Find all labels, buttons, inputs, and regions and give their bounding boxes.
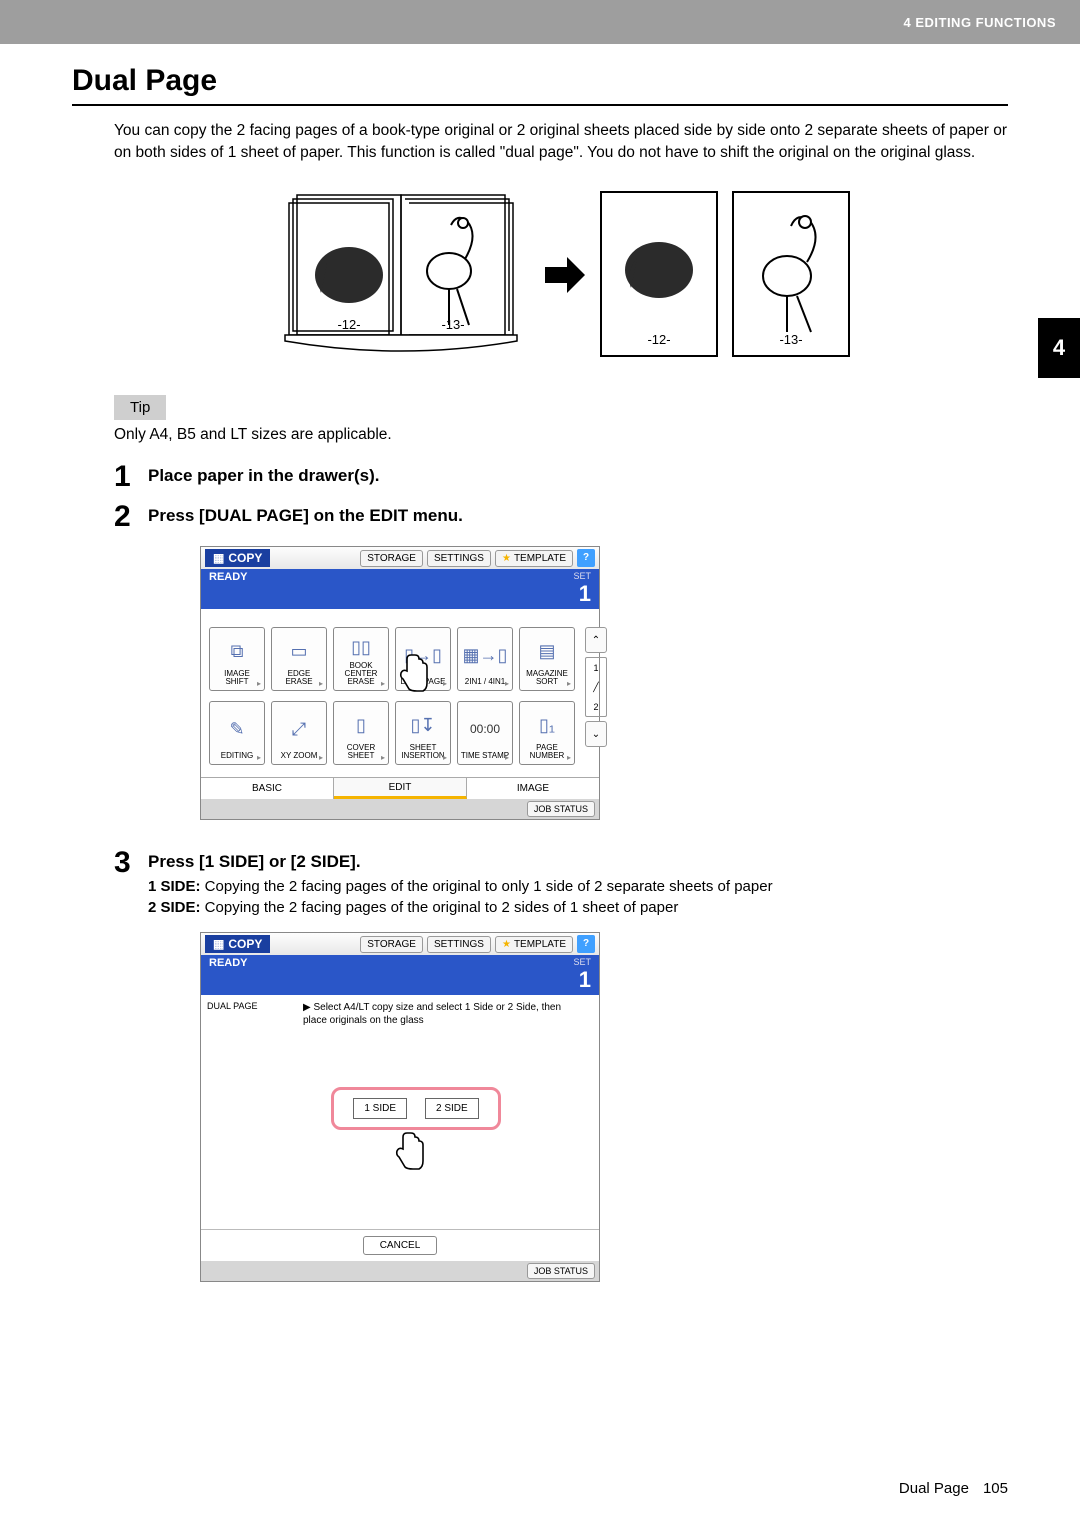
footer-page-number: 105 <box>983 1480 1008 1497</box>
screen-tabs: BASIC EDIT IMAGE <box>201 777 599 799</box>
tip-label: Tip <box>114 395 166 420</box>
tile-time-stamp[interactable]: 00:00TIME STAMP▸ <box>457 701 513 765</box>
job-status-button[interactable]: JOB STATUS <box>527 801 595 817</box>
storage-button[interactable]: STORAGE <box>360 550 423 567</box>
scroll-up-button[interactable]: ⌃ <box>585 627 607 653</box>
chapter-side-tab-number: 4 <box>1053 335 1065 361</box>
copy-mode-label: COPY <box>228 551 262 565</box>
status-bar: READY SET 1 <box>201 569 599 609</box>
tip-text: Only A4, B5 and LT sizes are applicable. <box>114 426 1008 444</box>
ready-label: READY <box>209 571 591 583</box>
tab-edit[interactable]: EDIT <box>334 778 467 799</box>
book-left-page-num: -12- <box>337 317 360 332</box>
count-value-2: 1 <box>579 967 591 993</box>
side-buttons-highlight: 1 SIDE 2 SIDE <box>331 1087 501 1130</box>
svg-text:-13-: -13- <box>779 332 802 347</box>
two-side-text: Copying the 2 facing pages of the origin… <box>201 899 679 916</box>
step-2-number: 2 <box>114 502 148 532</box>
page-footer: Dual Page 105 <box>899 1480 1008 1497</box>
tile-edge-erase[interactable]: ▭EDGE ERASE▸ <box>271 627 327 691</box>
copy-mode-label-2: COPY <box>228 937 262 951</box>
cancel-button[interactable]: CANCEL <box>363 1236 438 1255</box>
storage-button-2[interactable]: STORAGE <box>360 936 423 953</box>
dual-page-body: DUAL PAGE ▶ Select A4/LT copy size and s… <box>201 995 599 1229</box>
tile-image-shift[interactable]: ⧉IMAGE SHIFT▸ <box>209 627 265 691</box>
screen-top-bar: ▦ COPY STORAGE SETTINGS ★ TEMPLATE ? <box>201 547 599 569</box>
one-side-button[interactable]: 1 SIDE <box>353 1098 407 1119</box>
star-icon: ★ <box>502 939 511 950</box>
step-1-title: Place paper in the drawer(s). <box>148 462 1008 486</box>
section-intro: You can copy the 2 facing pages of a boo… <box>114 120 1008 163</box>
tab-image[interactable]: IMAGE <box>467 778 599 799</box>
star-icon: ★ <box>502 553 511 564</box>
copy-mode-badge-2: ▦ COPY <box>205 935 270 953</box>
dual-page-diagram: -12- -13- -12- -13- <box>114 185 1008 365</box>
copy-icon: ▦ <box>213 551 224 565</box>
edit-menu-body: ⧉IMAGE SHIFT▸ ▭EDGE ERASE▸ ▯▯BOOK CENTER… <box>201 609 599 777</box>
tile-cover-sheet[interactable]: ▯COVER SHEET▸ <box>333 701 389 765</box>
template-button-2[interactable]: ★ TEMPLATE <box>495 936 573 953</box>
one-side-text: Copying the 2 facing pages of the origin… <box>201 878 773 895</box>
output-sheet-2: -13- <box>731 190 851 360</box>
chapter-side-tab: 4 <box>1038 318 1080 378</box>
book-right-page-num: -13- <box>441 317 464 332</box>
tile-xy-zoom[interactable]: ⤢XY ZOOM▸ <box>271 701 327 765</box>
tile-magazine-sort[interactable]: ▤MAGAZINE SORT▸ <box>519 627 575 691</box>
one-side-label: 1 SIDE: <box>148 878 201 895</box>
settings-button[interactable]: SETTINGS <box>427 550 491 567</box>
arrow-right-icon <box>543 255 587 295</box>
cancel-row: CANCEL <box>201 1229 599 1261</box>
set-label-2: SET <box>573 957 591 967</box>
tile-dual-page[interactable]: ▯→▯DUAL PAGE▸ <box>395 627 451 691</box>
footer-section-name: Dual Page <box>899 1480 969 1497</box>
screen2-footer: JOB STATUS <box>201 1261 599 1281</box>
screenshot-dual-page-options: ▦ COPY STORAGE SETTINGS ★ TEMPLATE ? REA… <box>200 932 1008 1282</box>
open-book-icon: -12- -13- <box>271 185 531 365</box>
tab-basic[interactable]: BASIC <box>201 778 334 799</box>
screen-footer: JOB STATUS <box>201 799 599 819</box>
copy-mode-badge: ▦ COPY <box>205 549 270 567</box>
step-3-number: 3 <box>114 848 148 878</box>
output-sheet-1: -12- <box>599 190 719 360</box>
step-1: 1 Place paper in the drawer(s). <box>114 462 1008 492</box>
dual-page-instruction: ▶ Select A4/LT copy size and select 1 Si… <box>303 1001 587 1027</box>
svg-text:-12-: -12- <box>647 332 670 347</box>
dual-page-left-panel: DUAL PAGE <box>201 995 291 1229</box>
count-value: 1 <box>579 581 591 607</box>
step-1-number: 1 <box>114 462 148 492</box>
two-side-label: 2 SIDE: <box>148 899 201 916</box>
step-3-title: Press [1 SIDE] or [2 SIDE]. <box>148 848 1008 872</box>
copy-icon: ▦ <box>213 937 224 951</box>
help-button[interactable]: ? <box>577 549 595 567</box>
scroll-down-button[interactable]: ⌄ <box>585 721 607 747</box>
header-breadcrumb: 4 EDITING FUNCTIONS <box>903 15 1056 30</box>
tile-2in1-4in1[interactable]: ▦→▯2IN1 / 4IN1▸ <box>457 627 513 691</box>
tile-book-center-erase[interactable]: ▯▯BOOK CENTER ERASE▸ <box>333 627 389 691</box>
template-label: TEMPLATE <box>514 553 566 564</box>
template-button[interactable]: ★ TEMPLATE <box>495 550 573 567</box>
tile-page-number[interactable]: ▯₁PAGE NUMBER▸ <box>519 701 575 765</box>
dual-page-mode-label: DUAL PAGE <box>207 1001 258 1011</box>
ready-label-2: READY <box>209 957 591 969</box>
help-button-2[interactable]: ? <box>577 935 595 953</box>
page-indicator: 1 ╱ 2 <box>585 657 607 717</box>
step-3: 3 Press [1 SIDE] or [2 SIDE]. 1 SIDE: Co… <box>114 848 1008 918</box>
tile-editing[interactable]: ✎EDITING▸ <box>209 701 265 765</box>
tile-sheet-insertion[interactable]: ▯↧SHEET INSERTION▸ <box>395 701 451 765</box>
status-bar-2: READY SET 1 <box>201 955 599 995</box>
section-title: Dual Page <box>72 64 1008 98</box>
settings-button-2[interactable]: SETTINGS <box>427 936 491 953</box>
job-status-button-2[interactable]: JOB STATUS <box>527 1263 595 1279</box>
header-bar: 4 EDITING FUNCTIONS <box>0 0 1080 44</box>
two-side-button[interactable]: 2 SIDE <box>425 1098 479 1119</box>
section-rule <box>72 104 1008 106</box>
step-2: 2 Press [DUAL PAGE] on the EDIT menu. <box>114 502 1008 532</box>
set-label: SET <box>573 571 591 581</box>
step-3-desc: 1 SIDE: Copying the 2 facing pages of th… <box>148 876 1008 918</box>
screenshot-edit-menu: ▦ COPY STORAGE SETTINGS ★ TEMPLATE ? REA… <box>200 546 1008 820</box>
step-2-title: Press [DUAL PAGE] on the EDIT menu. <box>148 502 1008 526</box>
screen2-top-bar: ▦ COPY STORAGE SETTINGS ★ TEMPLATE ? <box>201 933 599 955</box>
